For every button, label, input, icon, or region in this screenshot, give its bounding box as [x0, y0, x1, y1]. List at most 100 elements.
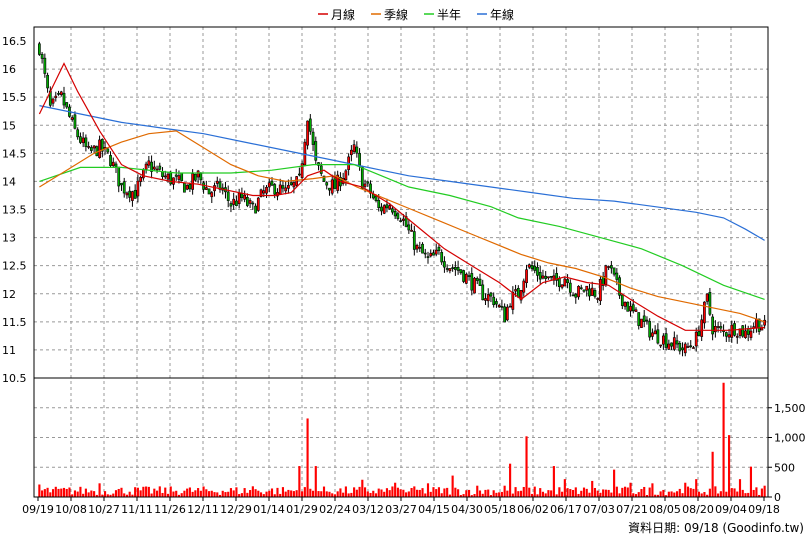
legend-label-0: 月線	[331, 7, 355, 22]
date-tick-label-20: 08/20	[682, 503, 714, 516]
candle-body-21	[95, 146, 99, 157]
volume-bar-253	[730, 488, 733, 497]
volume-bar-238	[689, 488, 692, 497]
candle-body-120	[366, 181, 370, 184]
volume-bar-254	[733, 488, 736, 497]
candle-body-5	[51, 98, 55, 104]
volume-bar-67	[221, 490, 224, 497]
volume-bar-244	[706, 494, 709, 497]
candle-body-258	[744, 330, 747, 338]
volume-bar-233	[675, 491, 679, 497]
candle-body-202	[590, 287, 594, 296]
volume-bar-242	[700, 493, 703, 497]
volume-bar-18	[87, 492, 90, 497]
candle-body-26	[109, 155, 112, 166]
candle-body-109	[336, 174, 340, 191]
volume-bar-223	[648, 487, 651, 497]
volume-bar-99	[309, 488, 312, 497]
volume-bar-11	[68, 487, 71, 497]
volume-bar-178	[525, 436, 528, 497]
candle-body-180	[530, 265, 534, 269]
volume-bar-40	[147, 486, 150, 497]
volume-bar-162	[481, 493, 484, 497]
volume-bar-145	[435, 489, 438, 497]
volume-bar-143	[429, 491, 432, 497]
date-tick-label-7: 01/14	[253, 503, 285, 516]
volume-bar-133	[402, 489, 405, 497]
candle-body-140	[421, 243, 424, 254]
candle-body-103	[319, 165, 323, 174]
candle-body-257	[741, 325, 745, 337]
candle-body-236	[683, 343, 687, 354]
candle-body-58	[196, 170, 200, 178]
candle-body-166	[492, 296, 496, 306]
candle-body-227	[659, 344, 663, 347]
date-tick-label-13: 04/30	[451, 503, 483, 516]
volume-bar-81	[259, 492, 263, 497]
volume-bar-56	[191, 491, 194, 497]
volume-bar-257	[741, 489, 744, 497]
candle-body-186	[547, 276, 550, 279]
volume-bar-128	[388, 490, 391, 497]
volume-bar-28	[114, 490, 118, 497]
volume-bar-187	[550, 490, 553, 497]
volume-bar-6	[54, 486, 57, 497]
volume-bar-228	[662, 489, 665, 497]
volume-bar-186	[547, 490, 550, 497]
candle-body-86	[273, 184, 277, 195]
legend-label-2: 半年	[437, 8, 461, 22]
candle-body-39	[144, 163, 148, 170]
price-tick-label-0: 16.5	[2, 35, 27, 48]
candle-body-265	[763, 319, 767, 326]
candle-body-215	[626, 301, 630, 312]
volume-bar-80	[257, 490, 260, 497]
volume-bar-216	[629, 482, 632, 497]
volume-bar-173	[511, 493, 514, 497]
candle-body-54	[185, 185, 189, 190]
candle-body-8	[59, 91, 63, 95]
candle-body-69	[226, 191, 230, 201]
candle-body-193	[566, 279, 569, 284]
candle-body-248	[716, 326, 720, 328]
candle-body-12	[70, 117, 74, 120]
candle-body-183	[538, 271, 542, 280]
ma-line-halfyear	[39, 164, 765, 300]
volume-bar-70	[229, 488, 233, 497]
candle-body-199	[582, 289, 586, 292]
volume-bar-17	[84, 488, 87, 497]
candle-body-10	[65, 102, 69, 108]
volume-bar-225	[654, 494, 657, 497]
volume-bar-237	[686, 486, 690, 497]
volume-bar-2	[43, 489, 46, 497]
volume-bar-131	[396, 487, 399, 497]
candle-body-133	[401, 218, 405, 221]
candle-body-213	[620, 294, 624, 306]
volume-bar-29	[117, 488, 120, 497]
date-tick-label-16: 06/17	[550, 503, 582, 516]
volume-bar-176	[519, 490, 523, 497]
volume-bar-172	[509, 463, 512, 497]
candle-body-158	[470, 273, 474, 291]
candle-body-72	[235, 200, 238, 206]
volume-bar-185	[544, 493, 547, 497]
volume-bar-13	[73, 490, 77, 497]
volume-bar-247	[714, 486, 717, 497]
candle-body-148	[443, 261, 446, 268]
volume-bar-22	[98, 483, 101, 497]
volume-bar-124	[377, 488, 380, 497]
candle-body-232	[672, 337, 676, 350]
volume-bar-210	[613, 469, 616, 497]
volume-bar-180	[530, 493, 534, 497]
volume-bar-35	[134, 487, 137, 497]
volume-bar-157	[467, 489, 471, 497]
volume-bar-217	[632, 493, 635, 497]
date-tick-label-8: 01/29	[286, 503, 318, 516]
date-tick-label-14: 05/18	[484, 503, 516, 516]
volume-bar-38	[142, 486, 145, 497]
date-tick-label-9: 02/24	[319, 503, 351, 516]
candle-body-45	[161, 171, 164, 177]
candle-body-196	[574, 293, 578, 298]
volume-bar-47	[166, 493, 170, 497]
candle-body-16	[81, 137, 85, 144]
